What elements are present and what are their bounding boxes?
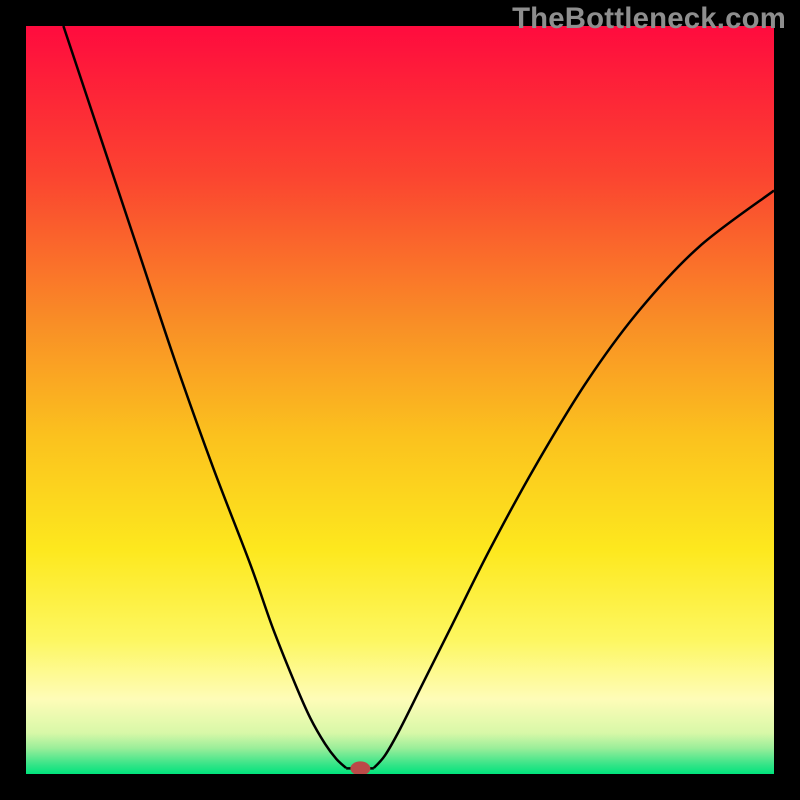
chart-background-gradient (26, 26, 774, 774)
chart-outer-frame: TheBottleneck.com (0, 0, 800, 800)
watermark-text: TheBottleneck.com (512, 2, 786, 36)
bottleneck-chart (26, 26, 774, 774)
chart-plot-area (26, 26, 774, 774)
